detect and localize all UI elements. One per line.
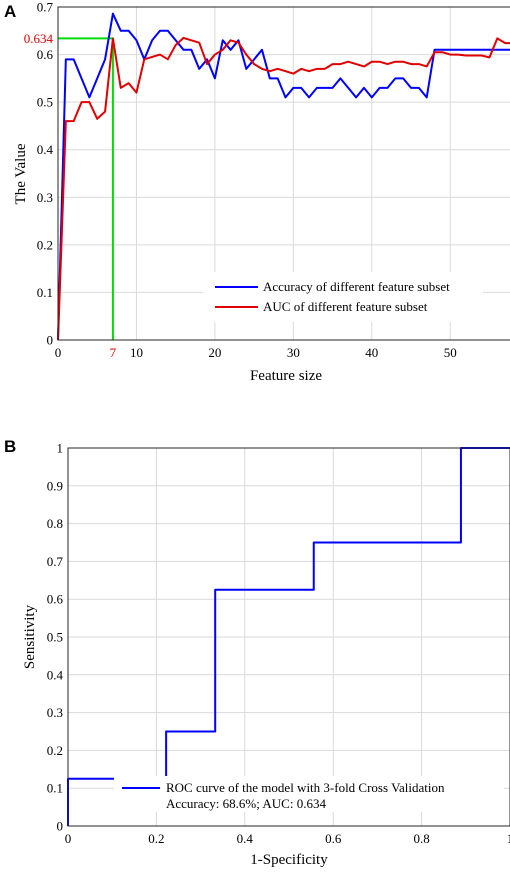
- panel-a-reference-lines: [58, 37, 114, 340]
- x-tick-label-2: 20: [208, 345, 221, 360]
- x-tick-label-0: 0: [65, 831, 72, 846]
- panel-a: A 0 10 20 30 40 50 0 0.1 0.2 0.3 0.4 0.5 0.6 0.7 7 0.6…: [4, 0, 510, 384]
- series-line-1: [57, 36, 510, 341]
- panel-b-legend: ROC curve of the model with 3-fold Cross…: [114, 776, 504, 812]
- series-line-0: [57, 12, 510, 341]
- y-tick-label-4: 0.4: [47, 667, 64, 682]
- y-tick-label-10: 1: [57, 441, 64, 456]
- y-tick-label-7: 0.7: [37, 0, 54, 15]
- panel-a-y-axis-title: The Value: [13, 143, 29, 204]
- y-tick-label-4: 0.4: [37, 142, 54, 157]
- y-tick-label-2: 0.2: [47, 743, 63, 758]
- x-tick-label-1: 0.2: [148, 831, 164, 846]
- y-tick-label-5: 0.5: [37, 95, 53, 110]
- y-tick-label-1: 0.1: [37, 285, 53, 300]
- y-tick-label-7: 0.7: [47, 554, 64, 569]
- panel-a-legend-box: [203, 272, 483, 322]
- annotation-y-value: 0.634: [24, 31, 54, 46]
- x-tick-label-2: 0.4: [237, 831, 254, 846]
- y-tick-label-3: 0.3: [37, 190, 53, 205]
- panel-a-x-axis-title: Feature size: [250, 368, 322, 384]
- y-tick-label-8: 0.8: [47, 516, 63, 531]
- x-tick-label-3: 0.6: [325, 831, 342, 846]
- y-tick-label-0: 0: [47, 333, 54, 348]
- annotation-x-value: 7: [110, 345, 117, 360]
- legend-subtext-metrics: Accuracy: 68.6%; AUC: 0.634: [166, 796, 326, 811]
- panel-a-annotation-labels: 7 0.634: [24, 31, 117, 360]
- legend-label-auc: AUC of different feature subset: [263, 299, 428, 314]
- panel-a-plot-frame: [57, 6, 510, 341]
- y-tick-label-0: 0: [57, 819, 64, 834]
- x-tick-label-5: 1: [507, 831, 510, 846]
- y-tick-label-2: 0.2: [37, 237, 53, 252]
- panel-b-tick-labels: 0 0.2 0.4 0.6 0.8 1 0 0.1 0.2 0.3 0.4 0.5 0.6 0.7 0.8 0…: [47, 441, 510, 847]
- y-tick-label-5: 0.5: [47, 630, 63, 645]
- y-tick-label-3: 0.3: [47, 705, 63, 720]
- legend-label-accuracy: Accuracy of different feature subset: [263, 279, 450, 294]
- x-tick-label-0: 0: [55, 345, 62, 360]
- panel-b-gridlines: [67, 447, 510, 827]
- panel-b-label: B: [4, 437, 16, 456]
- x-tick-label-3: 30: [287, 345, 300, 360]
- panel-a-series: [57, 12, 510, 341]
- panel-b: B 0 0.2 0.4 0.6 0.8 1 0 0.1 0.2 0.3 0.4 0.5 0.6 0.7 0.…: [4, 437, 510, 868]
- y-tick-label-6: 0.6: [47, 592, 64, 607]
- x-tick-label-1: 10: [130, 345, 143, 360]
- y-tick-label-1: 0.1: [47, 781, 63, 796]
- y-tick-label-9: 0.9: [47, 478, 63, 493]
- x-tick-label-4: 0.8: [413, 831, 429, 846]
- legend-label-roc: ROC curve of the model with 3-fold Cross…: [166, 780, 445, 795]
- panel-a-legend: Accuracy of different feature subset AUC…: [203, 272, 483, 322]
- panel-b-plot-frame: [67, 447, 510, 827]
- panel-a-tick-labels: 0 10 20 30 40 50 0 0.1 0.2 0.3 0.4 0.5 0.6 0.7: [37, 0, 457, 360]
- panel-b-y-axis-title: Sensitivity: [22, 604, 38, 669]
- y-tick-label-6: 0.6: [37, 47, 54, 62]
- panel-b-legend-box: [114, 776, 504, 812]
- x-tick-label-4: 40: [365, 345, 378, 360]
- panel-b-x-axis-title: 1-Specificity: [250, 852, 328, 868]
- x-tick-label-5: 50: [444, 345, 457, 360]
- panel-a-label: A: [4, 2, 16, 21]
